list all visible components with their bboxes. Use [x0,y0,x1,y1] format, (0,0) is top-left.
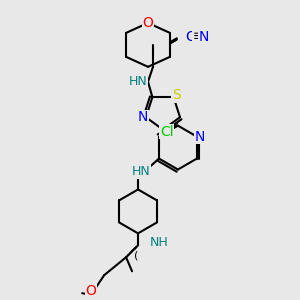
Text: NH: NH [150,236,169,249]
Text: Cl: Cl [160,124,174,139]
Text: HN: HN [132,165,150,178]
Text: N: N [199,30,209,44]
Text: O: O [86,284,97,298]
Text: (: ( [134,250,138,260]
Text: HN: HN [129,75,147,88]
Text: ≡: ≡ [193,30,203,44]
Text: S: S [172,88,181,102]
Text: C: C [185,30,195,44]
Text: N: N [138,110,148,124]
Text: N: N [195,130,205,144]
Text: O: O [142,16,153,30]
